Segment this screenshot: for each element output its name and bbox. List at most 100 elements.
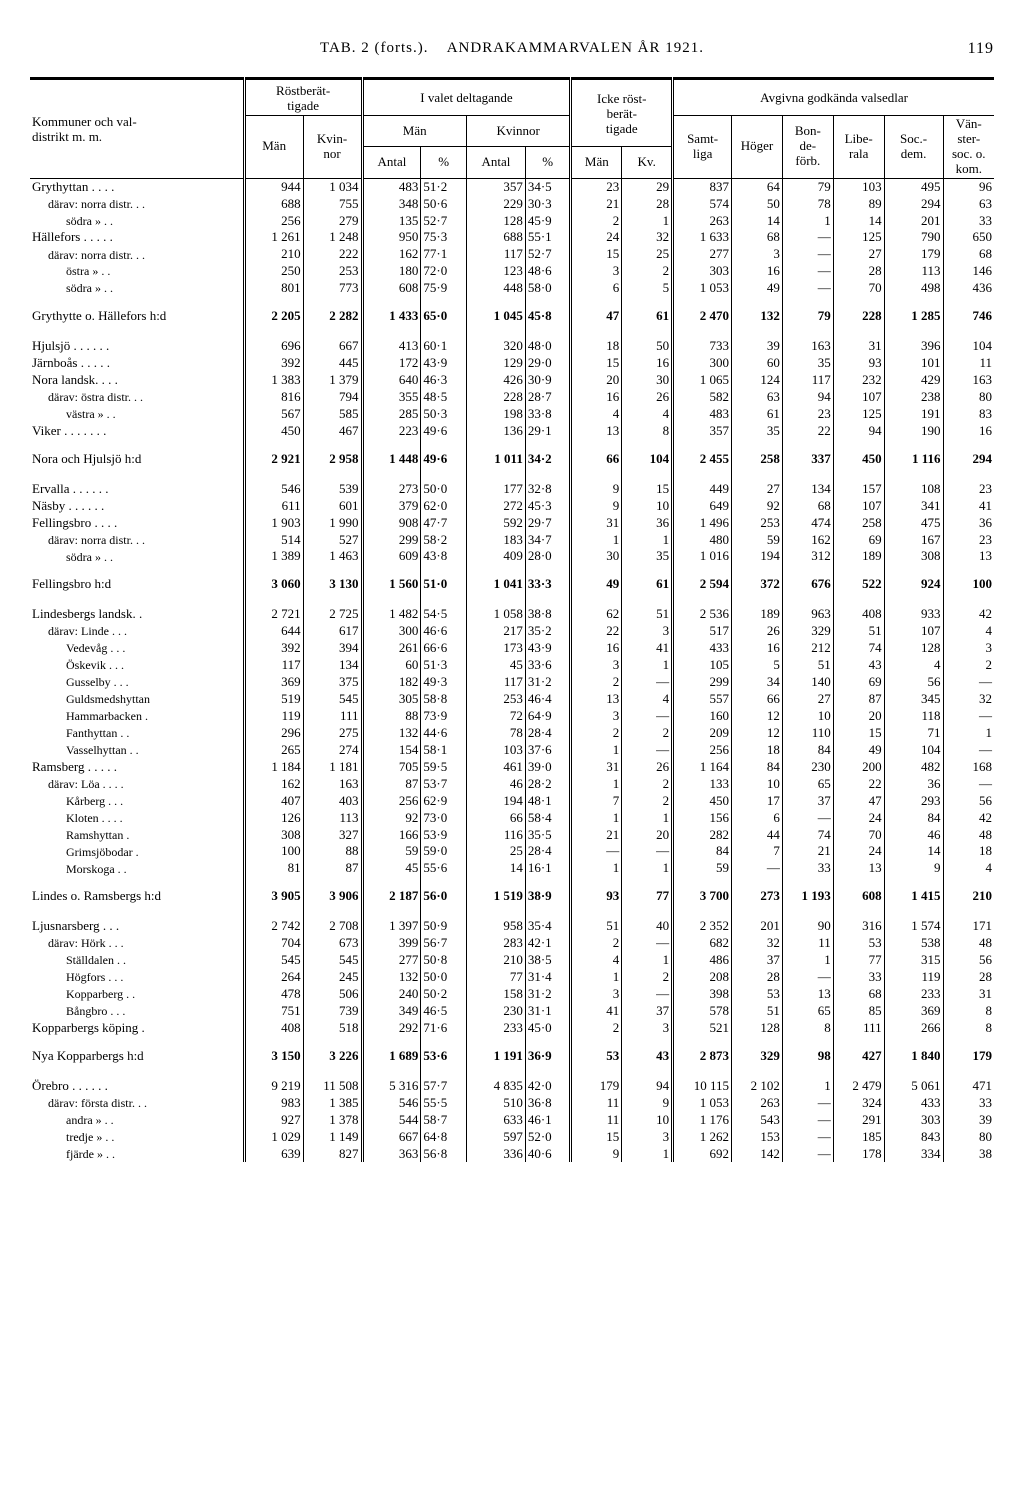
- cell: 68: [732, 229, 783, 246]
- cell: 34·5: [525, 178, 571, 195]
- cell: 522: [833, 573, 884, 598]
- table-row: Grimsjöbodar .100885959·02528·4——8472124…: [30, 843, 994, 860]
- cell: 517: [673, 623, 732, 640]
- table-row: Grythytte o. Hällefors h:d2 2052 2821 43…: [30, 305, 994, 330]
- cell: 40·6: [525, 1146, 571, 1163]
- table-row: därav: Linde . . .64461730046·621735·222…: [30, 623, 994, 640]
- cell: 49: [732, 280, 783, 297]
- cell: 171: [943, 918, 994, 935]
- row-label: Lindesbergs landsk. .: [30, 606, 244, 623]
- cell: —: [782, 810, 833, 827]
- cell: 33·3: [525, 573, 571, 598]
- row-label: därav: Löa . . . .: [30, 776, 244, 793]
- cell: 300: [362, 623, 421, 640]
- cell: 240: [362, 986, 421, 1003]
- cell: 291: [833, 1112, 884, 1129]
- cell: 277: [673, 246, 732, 263]
- cell: 1: [571, 860, 622, 877]
- cell: 639: [244, 1146, 303, 1163]
- cell: 696: [244, 338, 303, 355]
- cell: 162: [244, 776, 303, 793]
- cell: 10: [732, 776, 783, 793]
- cell: 300: [673, 355, 732, 372]
- cell: 200: [833, 759, 884, 776]
- cell: 1: [943, 725, 994, 742]
- cell: 1 903: [244, 515, 303, 532]
- cell: 36·8: [525, 1095, 571, 1112]
- cell: 3 060: [244, 573, 303, 598]
- cell: 43: [833, 657, 884, 674]
- cell: 87: [833, 691, 884, 708]
- cell: 75·3: [421, 229, 467, 246]
- table-row: därav: norra distr. . .68875534850·62293…: [30, 196, 994, 213]
- cell: 56·8: [421, 1146, 467, 1163]
- cell: 222: [303, 246, 362, 263]
- cell: 486: [673, 952, 732, 969]
- cell: 55·6: [421, 860, 467, 877]
- cell: 49: [833, 742, 884, 759]
- col-pct-m: %: [421, 147, 467, 178]
- cell: 13: [833, 860, 884, 877]
- cell: —: [622, 742, 673, 759]
- cell: 392: [244, 355, 303, 372]
- cell: 3: [571, 708, 622, 725]
- cell: 33: [943, 1095, 994, 1112]
- cell: 8: [622, 423, 673, 440]
- cell: 2 536: [673, 606, 732, 623]
- cell: 62·9: [421, 793, 467, 810]
- cell: —: [782, 1112, 833, 1129]
- row-label: Öskevik . . .: [30, 657, 244, 674]
- cell: 35·2: [525, 623, 571, 640]
- cell: 578: [673, 1003, 732, 1020]
- cell: 23: [943, 481, 994, 498]
- cell: 1 164: [673, 759, 732, 776]
- cell: 64: [732, 178, 783, 195]
- cell: 104: [622, 448, 673, 473]
- cell: 409: [466, 548, 525, 565]
- cell: 92: [362, 810, 421, 827]
- table-row: Nora landsk. . . .1 3831 37964046·342630…: [30, 372, 994, 389]
- cell: 3: [571, 986, 622, 1003]
- cell: 1 633: [673, 229, 732, 246]
- cell: 527: [303, 532, 362, 549]
- cell: 35: [622, 548, 673, 565]
- table-row: andra » . .9271 37854458·763346·111101 1…: [30, 1112, 994, 1129]
- cell: 827: [303, 1146, 362, 1163]
- cell: 546: [362, 1095, 421, 1112]
- cell: 1: [782, 952, 833, 969]
- cell: 48: [943, 935, 994, 952]
- cell: 13: [782, 986, 833, 1003]
- cell: 408: [833, 606, 884, 623]
- cell: 189: [732, 606, 783, 623]
- cell: 329: [782, 623, 833, 640]
- cell: 22: [782, 423, 833, 440]
- cell: 261: [362, 640, 421, 657]
- cell: 18: [943, 843, 994, 860]
- cell: 258: [833, 515, 884, 532]
- cell: 33: [943, 213, 994, 230]
- cell: 704: [244, 935, 303, 952]
- cell: 16: [571, 389, 622, 406]
- table-row: Nya Kopparbergs h:d3 1503 2261 68953·61 …: [30, 1045, 994, 1070]
- cell: 3 905: [244, 885, 303, 910]
- cell: 128: [884, 640, 943, 657]
- cell: 1 383: [244, 372, 303, 389]
- table-row: Morskoga . .81874555·61416·11159—331394: [30, 860, 994, 877]
- cell: 163: [303, 776, 362, 793]
- cell: 107: [833, 389, 884, 406]
- cell: 433: [884, 1095, 943, 1112]
- cell: 38·9: [525, 885, 571, 910]
- row-label: fjärde » . .: [30, 1146, 244, 1163]
- cell: 337: [782, 448, 833, 473]
- row-label: därav: norra distr. . .: [30, 196, 244, 213]
- cell: 1 285: [884, 305, 943, 330]
- cell: 293: [884, 793, 943, 810]
- table-row: Ljusnarsberg . . .2 7422 7081 39750·9958…: [30, 918, 994, 935]
- row-label: Kopparberg . .: [30, 986, 244, 1003]
- cell: 162: [362, 246, 421, 263]
- cell: 14: [833, 213, 884, 230]
- cell: 37: [732, 952, 783, 969]
- cell: 15: [833, 725, 884, 742]
- row-label: därav: östra distr. . .: [30, 389, 244, 406]
- cell: 13: [571, 691, 622, 708]
